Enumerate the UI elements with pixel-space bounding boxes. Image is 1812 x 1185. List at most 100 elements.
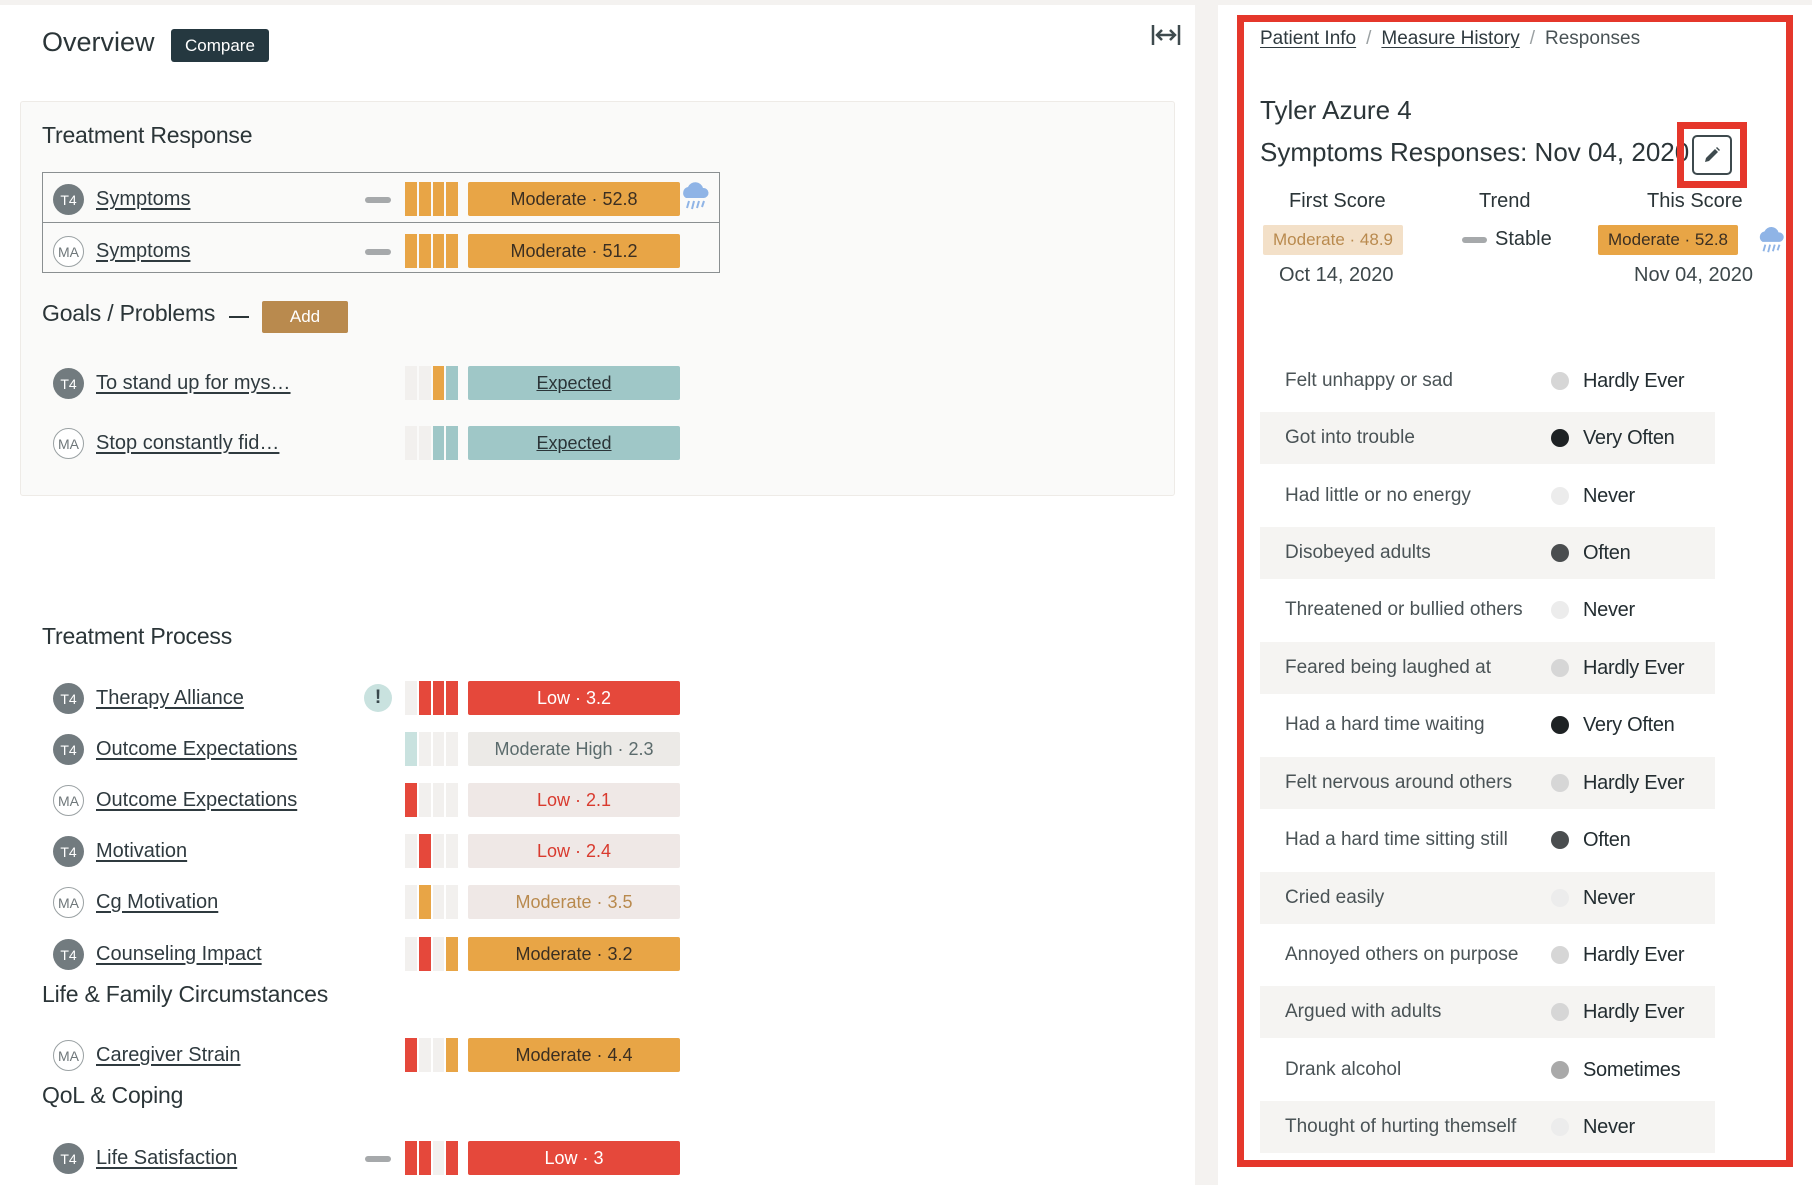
question-text: Felt nervous around others <box>1285 772 1513 793</box>
question-text: Got into trouble <box>1285 427 1415 448</box>
response-item: Feared being laughed at Hardly Ever <box>1260 642 1715 694</box>
expand-width-icon[interactable] <box>1150 21 1182 49</box>
edit-button[interactable] <box>1692 135 1732 175</box>
score-pill[interactable]: Low · 3.2 <box>468 681 680 715</box>
process-row-outcome-expectations[interactable]: T4 Outcome Expectations Moderate High · … <box>0 732 720 772</box>
score-pill[interactable]: Moderate · 52.8 <box>468 182 680 216</box>
response-item: Felt nervous around others Hardly Ever <box>1260 757 1715 809</box>
qol-row-life-satisfaction[interactable]: T4 Life Satisfaction Low · 3 <box>0 1141 720 1181</box>
breadcrumb-current: Responses <box>1545 28 1641 49</box>
breadcrumb-patient-info[interactable]: Patient Info <box>1260 28 1357 49</box>
response-row-symptoms-t4[interactable]: T4 Symptoms Moderate · 52.8 <box>0 182 720 222</box>
clinician-badge: T4 <box>53 939 84 970</box>
response-row-symptoms-ma[interactable]: MA Symptoms Moderate · 51.2 <box>0 234 720 274</box>
measure-link[interactable]: Cg Motivation <box>96 891 219 913</box>
life-family-title: Life & Family Circumstances <box>42 981 329 1007</box>
goal-link[interactable]: Stop constantly fid… <box>96 432 280 454</box>
overview-panel: Overview Compare Treatment Response T4 S… <box>0 5 1195 1185</box>
response-item: Thought of hurting themself Never <box>1260 1101 1715 1153</box>
score-history-bars <box>405 426 458 460</box>
collapse-dash-icon[interactable] <box>229 316 249 318</box>
answer-text: Often <box>1583 541 1631 564</box>
breadcrumb: Patient Info / Measure History / Responses <box>1260 28 1641 49</box>
score-pill[interactable]: Moderate · 3.2 <box>468 937 680 971</box>
score-pill[interactable]: Low · 2.4 <box>468 834 680 868</box>
process-row-therapy-alliance[interactable]: T4 Therapy Alliance ! Low · 3.2 <box>0 681 720 721</box>
question-text: Had a hard time waiting <box>1285 714 1485 735</box>
response-item: Disobeyed adults Often <box>1260 527 1715 579</box>
measure-link[interactable]: Symptoms <box>96 240 191 262</box>
pencil-icon <box>1705 147 1720 162</box>
breadcrumb-measure-history[interactable]: Measure History <box>1381 28 1520 49</box>
score-history-bars <box>405 1038 458 1072</box>
goal-status-pill[interactable]: Expected <box>468 366 680 400</box>
trend-stable-icon <box>365 1156 391 1162</box>
caregiver-badge: MA <box>53 236 84 267</box>
question-text: Felt unhappy or sad <box>1285 370 1453 391</box>
compare-button[interactable]: Compare <box>171 29 269 62</box>
score-pill[interactable]: Moderate · 4.4 <box>468 1038 680 1072</box>
trend-value: Stable <box>1495 228 1552 250</box>
highlight-frame <box>1237 15 1793 1167</box>
score-history-bars <box>405 681 458 715</box>
clinician-badge: T4 <box>53 368 84 399</box>
answer-level-dot <box>1551 1118 1569 1136</box>
trend-stable-icon <box>1462 237 1487 243</box>
score-history-bars <box>405 1141 458 1175</box>
overview-title: Overview <box>42 27 155 57</box>
rain-cloud-icon <box>683 182 709 210</box>
alert-exclamation-icon[interactable]: ! <box>364 684 392 712</box>
process-row-motivation[interactable]: T4 Motivation Low · 2.4 <box>0 834 720 874</box>
response-item: Got into trouble Very Often <box>1260 412 1715 464</box>
measure-link[interactable]: Outcome Expectations <box>96 738 298 760</box>
goal-status-pill[interactable]: Expected <box>468 426 680 460</box>
score-history-bars <box>405 937 458 971</box>
measure-link[interactable]: Life Satisfaction <box>96 1147 238 1169</box>
goal-row[interactable]: MA Stop constantly fid… Expected <box>0 426 720 466</box>
question-text: Disobeyed adults <box>1285 542 1431 563</box>
answer-level-dot <box>1551 601 1569 619</box>
question-text: Had a hard time sitting still <box>1285 829 1508 850</box>
add-goal-button[interactable]: Add <box>262 301 348 333</box>
process-row-counseling-impact[interactable]: T4 Counseling Impact Moderate · 3.2 <box>0 937 720 977</box>
answer-level-dot <box>1551 774 1569 792</box>
clinician-badge: T4 <box>53 836 84 867</box>
response-item: Had a hard time sitting still Often <box>1260 814 1715 866</box>
process-row-cg-motivation[interactable]: MA Cg Motivation Moderate · 3.5 <box>0 885 720 925</box>
score-history-bars <box>405 234 458 268</box>
life-row-caregiver-strain[interactable]: MA Caregiver Strain Moderate · 4.4 <box>0 1038 720 1078</box>
score-pill[interactable]: Low · 2.1 <box>468 783 680 817</box>
question-text: Thought of hurting themself <box>1285 1116 1517 1137</box>
measure-link[interactable]: Motivation <box>96 840 188 862</box>
score-history-bars <box>405 366 458 400</box>
clinician-badge: T4 <box>53 1143 84 1174</box>
question-text: Feared being laughed at <box>1285 657 1491 678</box>
measure-link[interactable]: Caregiver Strain <box>96 1044 241 1066</box>
score-pill[interactable]: Moderate · 3.5 <box>468 885 680 919</box>
answer-text: Hardly Ever <box>1583 771 1685 794</box>
process-row-outcome-expectations-ma[interactable]: MA Outcome Expectations Low · 2.1 <box>0 783 720 823</box>
response-item: Threatened or bullied others Never <box>1260 584 1715 636</box>
score-history-bars <box>405 885 458 919</box>
measure-link[interactable]: Outcome Expectations <box>96 789 298 811</box>
edit-highlight-frame <box>1677 122 1747 188</box>
measure-link[interactable]: Therapy Alliance <box>96 687 244 709</box>
measure-link[interactable]: Counseling Impact <box>96 943 262 965</box>
answer-text: Very Often <box>1583 426 1675 449</box>
score-pill[interactable]: Moderate High · 2.3 <box>468 732 680 766</box>
score-history-bars <box>405 732 458 766</box>
answer-text: Hardly Ever <box>1583 369 1685 392</box>
highlighted-row-frame <box>42 222 720 273</box>
answer-text: Hardly Ever <box>1583 656 1685 679</box>
answer-level-dot <box>1551 1061 1569 1079</box>
first-score-header: First Score <box>1289 190 1386 212</box>
response-item: Argued with adults Hardly Ever <box>1260 986 1715 1038</box>
score-pill[interactable]: Moderate · 51.2 <box>468 234 680 268</box>
goal-row[interactable]: T4 To stand up for mys… Expected <box>0 366 720 406</box>
caregiver-badge: MA <box>53 428 84 459</box>
answer-level-dot <box>1551 429 1569 447</box>
answer-level-dot <box>1551 1003 1569 1021</box>
measure-link[interactable]: Symptoms <box>96 188 191 210</box>
goal-link[interactable]: To stand up for mys… <box>96 372 291 394</box>
score-pill[interactable]: Low · 3 <box>468 1141 680 1175</box>
